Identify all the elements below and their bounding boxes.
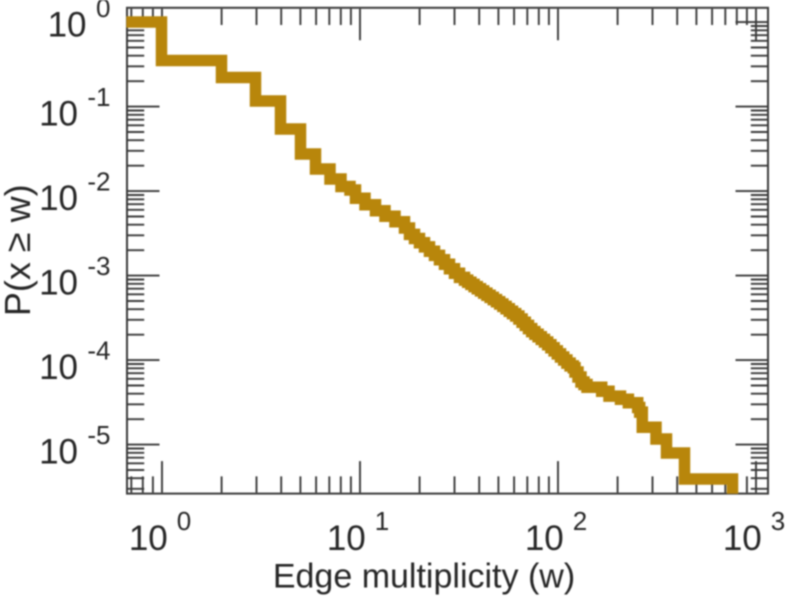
svg-text:-2: -2 — [87, 166, 110, 196]
svg-text:0: 0 — [177, 506, 191, 536]
svg-text:2: 2 — [573, 506, 587, 536]
svg-text:10: 10 — [525, 519, 564, 558]
svg-text:1: 1 — [375, 506, 389, 536]
svg-text:10: 10 — [723, 519, 762, 558]
svg-text:3: 3 — [771, 506, 785, 536]
svg-text:-5: -5 — [87, 420, 110, 450]
svg-text:-1: -1 — [87, 82, 110, 112]
svg-text:-4: -4 — [87, 335, 110, 365]
svg-text:P(x ≥ w): P(x ≥ w) — [0, 184, 38, 316]
svg-text:10: 10 — [39, 433, 78, 472]
svg-text:Edge multiplicity (w): Edge multiplicity (w) — [273, 557, 575, 595]
svg-text:0: 0 — [96, 0, 110, 23]
svg-text:10: 10 — [39, 264, 78, 303]
svg-text:10: 10 — [48, 5, 87, 44]
svg-text:10: 10 — [39, 179, 78, 218]
svg-text:10: 10 — [129, 519, 168, 558]
svg-text:10: 10 — [327, 519, 366, 558]
svg-text:10: 10 — [39, 348, 78, 387]
svg-text:10: 10 — [39, 95, 78, 134]
svg-text:-3: -3 — [87, 251, 110, 281]
